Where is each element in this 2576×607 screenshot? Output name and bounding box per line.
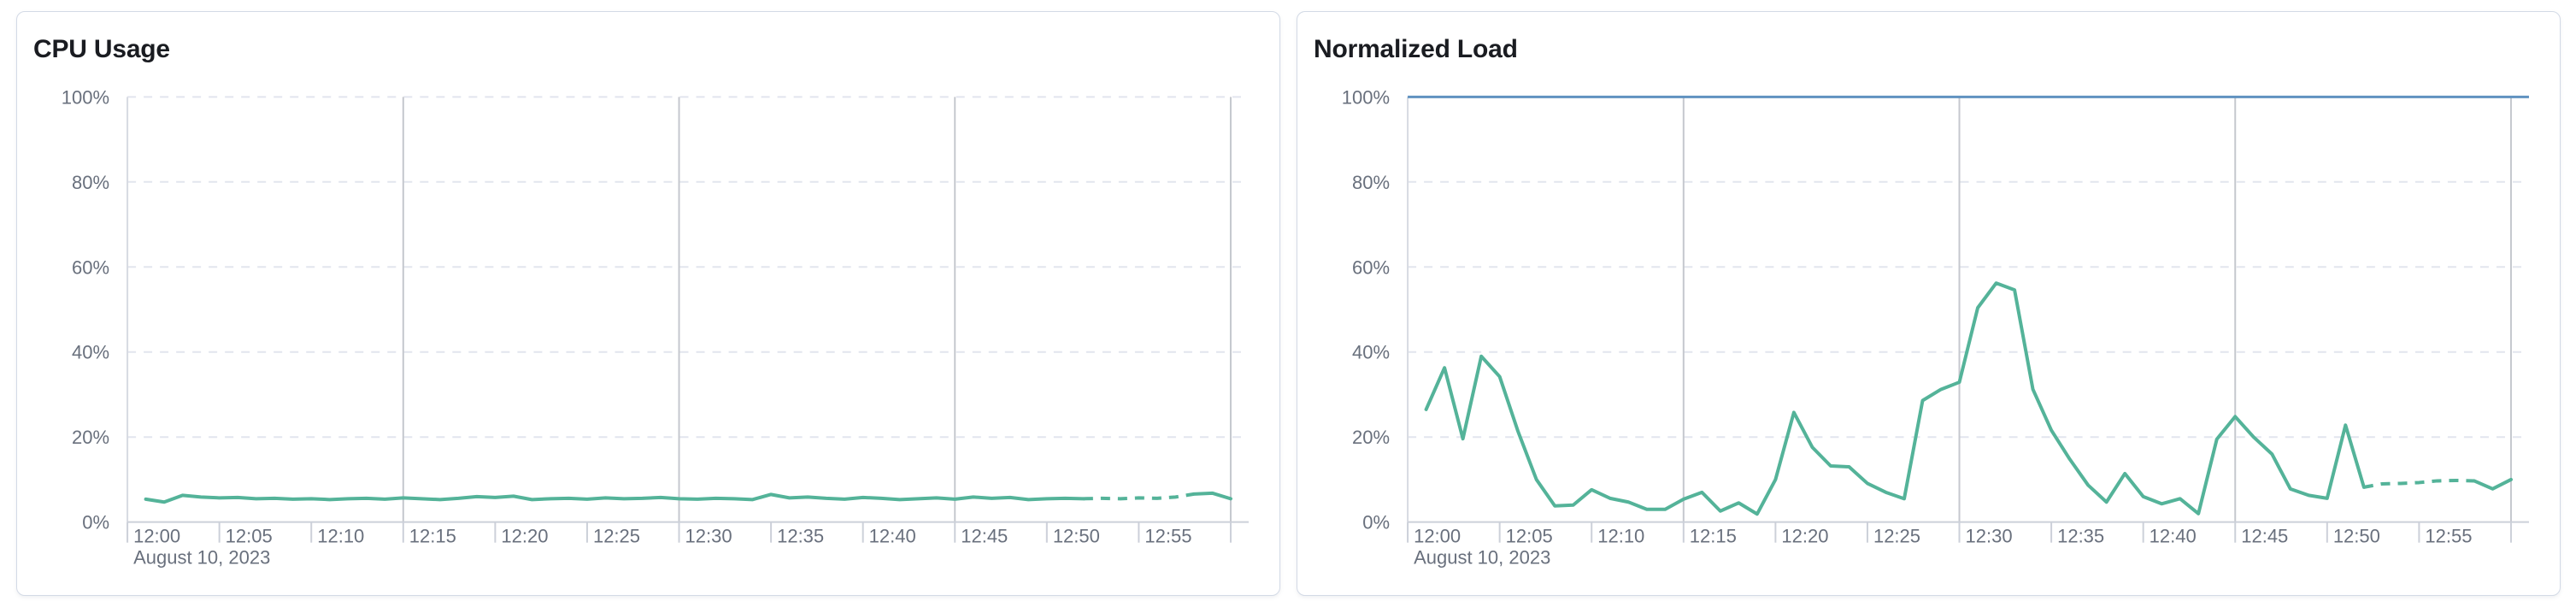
x-axis-date-label: August 10, 2023: [133, 547, 270, 569]
x-tick-label: 12:00: [1414, 526, 1461, 547]
normalized-load-chart[interactable]: 12:00 12:05 12:10 12:15 12:20 12:25 12:30 12:35…: [1297, 12, 2560, 595]
y-tick-label: 40%: [1352, 342, 1390, 363]
cpu-usage-chart-canvas: 12:00 12:05 12:10 12:15 12:20 12:25 12:30 12:35…: [62, 86, 1249, 569]
x-tick-label: 12:05: [1506, 526, 1553, 547]
y-tick-label: 40%: [72, 342, 109, 363]
x-tick-label: 12:20: [1781, 526, 1828, 547]
y-tick-label: 100%: [1342, 86, 1390, 108]
chart-title-normalized-load: Normalized Load: [1314, 35, 1518, 63]
normalized-load-chart-canvas: 12:00 12:05 12:10 12:15 12:20 12:25 12:30 12:35…: [1342, 86, 2529, 569]
y-tick-label: 80%: [72, 172, 109, 193]
x-tick-label: 12:25: [593, 526, 640, 547]
y-tick-label: 0%: [82, 512, 109, 533]
x-tick-label: 12:40: [869, 526, 916, 547]
cpu-usage-line-partial: [1083, 492, 1195, 501]
x-tick-label: 12:10: [317, 526, 364, 547]
y-tick-label: 80%: [1352, 172, 1390, 193]
cpu-usage-chart[interactable]: 12:00 12:05 12:10 12:15 12:20 12:25 12:30 12:35…: [17, 12, 1279, 595]
normalized-load-line: [1424, 281, 2366, 516]
y-tick-label: 20%: [1352, 427, 1390, 448]
cpu-usage-line: [144, 492, 1085, 504]
y-tick-label: 60%: [72, 256, 109, 278]
x-tick-label: 12:40: [2150, 526, 2197, 547]
y-tick-label: 60%: [1352, 256, 1390, 278]
x-tick-label: 12:55: [1144, 526, 1191, 547]
chart-title-cpu-usage: CPU Usage: [33, 35, 170, 63]
x-tick-label: 12:15: [409, 526, 456, 547]
x-axis-date-label: August 10, 2023: [1414, 547, 1550, 569]
x-tick-label: 12:15: [1690, 526, 1737, 547]
x-tick-label: 12:55: [2425, 526, 2472, 547]
cpu-usage-line-tail: [1191, 491, 1232, 501]
x-tick-label: 12:20: [501, 526, 548, 547]
cpu-usage-panel: CPU Usage 12:00 12:05 12:10 12:15 12:20 12:25…: [16, 11, 1280, 596]
x-tick-label: 12:05: [226, 526, 273, 547]
normalized-load-line-tail: [2472, 477, 2513, 491]
x-tick-label: 12:50: [2333, 526, 2380, 547]
x-tick-label: 12:10: [1597, 526, 1644, 547]
x-tick-label: 12:45: [2241, 526, 2288, 547]
normalized-load-panel: Normalized Load 12:00 12:05 12:10 12:15 12:2…: [1297, 11, 2561, 596]
x-tick-label: 12:35: [2057, 526, 2104, 547]
y-tick-label: 0%: [1362, 512, 1390, 533]
x-tick-label: 12:30: [1966, 526, 2013, 547]
y-tick-label: 100%: [62, 86, 109, 108]
x-tick-label: 12:35: [777, 526, 824, 547]
normalized-load-line-partial: [2363, 478, 2474, 489]
x-tick-label: 12:30: [685, 526, 732, 547]
x-tick-label: 12:45: [961, 526, 1008, 547]
y-tick-label: 20%: [72, 427, 109, 448]
x-tick-label: 12:00: [133, 526, 180, 547]
x-tick-label: 12:50: [1053, 526, 1100, 547]
x-tick-label: 12:25: [1873, 526, 1920, 547]
